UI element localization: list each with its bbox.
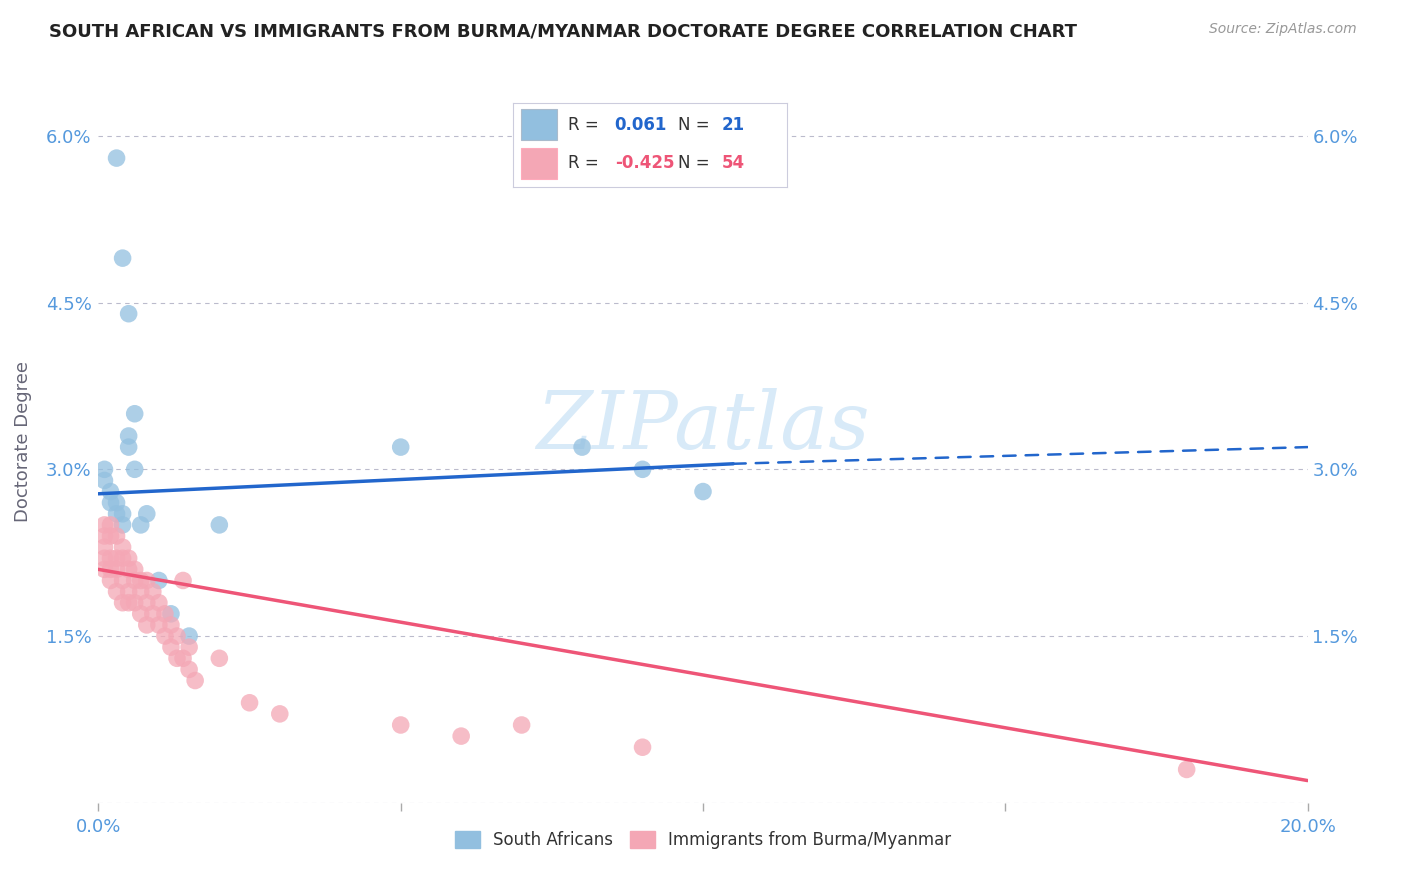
Text: N =: N = [678, 116, 709, 134]
Point [631, 740, 654, 755]
Point [239, 696, 262, 710]
Point [118, 429, 141, 443]
Point [111, 517, 134, 532]
Text: N =: N = [678, 154, 709, 172]
Point [124, 562, 146, 576]
Point [100, 562, 122, 576]
Point [1175, 763, 1198, 777]
Point [160, 607, 183, 621]
Point [153, 629, 176, 643]
Point [105, 584, 128, 599]
Point [135, 618, 157, 632]
Legend: South Africans, Immigrants from Burma/Myanmar: South Africans, Immigrants from Burma/My… [449, 824, 957, 856]
Text: ZIPatlas: ZIPatlas [536, 388, 870, 466]
Text: R =: R = [568, 154, 599, 172]
Point [111, 596, 134, 610]
Text: 54: 54 [721, 154, 745, 172]
Point [389, 718, 412, 732]
Point [153, 607, 176, 621]
Point [160, 640, 183, 655]
Point [269, 706, 291, 721]
Point [100, 574, 122, 588]
Point [124, 574, 146, 588]
Text: R =: R = [568, 116, 599, 134]
Point [124, 407, 146, 421]
Point [571, 440, 593, 454]
Point [208, 651, 231, 665]
Point [118, 584, 141, 599]
Point [105, 507, 128, 521]
Point [166, 629, 188, 643]
Point [160, 618, 183, 632]
Point [179, 662, 201, 676]
Point [111, 251, 134, 265]
Point [450, 729, 472, 743]
Point [93, 462, 115, 476]
Point [93, 540, 115, 554]
Point [105, 529, 128, 543]
Point [172, 651, 194, 665]
Point [166, 651, 188, 665]
Point [118, 596, 141, 610]
FancyBboxPatch shape [522, 110, 557, 140]
Point [118, 551, 141, 566]
Point [148, 596, 170, 610]
Point [129, 517, 152, 532]
Point [135, 574, 157, 588]
Point [208, 517, 231, 532]
Point [692, 484, 714, 499]
Point [129, 607, 152, 621]
Point [148, 618, 170, 632]
Point [118, 307, 141, 321]
Point [142, 607, 165, 621]
Text: -0.425: -0.425 [614, 154, 673, 172]
Point [93, 551, 115, 566]
Point [148, 574, 170, 588]
Text: Source: ZipAtlas.com: Source: ZipAtlas.com [1209, 22, 1357, 37]
Point [118, 440, 141, 454]
Point [111, 540, 134, 554]
Point [93, 529, 115, 543]
Point [100, 529, 122, 543]
Point [93, 517, 115, 532]
Point [105, 562, 128, 576]
Text: 0.061: 0.061 [614, 116, 666, 134]
Point [93, 562, 115, 576]
Point [129, 584, 152, 599]
Point [172, 574, 194, 588]
Point [179, 640, 201, 655]
Point [510, 718, 533, 732]
Point [105, 151, 128, 165]
Point [184, 673, 207, 688]
Point [105, 551, 128, 566]
Point [111, 507, 134, 521]
Point [100, 496, 122, 510]
Point [105, 496, 128, 510]
Point [129, 574, 152, 588]
Point [118, 562, 141, 576]
Point [100, 517, 122, 532]
Point [631, 462, 654, 476]
Point [124, 462, 146, 476]
Point [100, 484, 122, 499]
Point [124, 596, 146, 610]
Point [111, 551, 134, 566]
FancyBboxPatch shape [522, 148, 557, 178]
Point [111, 574, 134, 588]
Point [93, 474, 115, 488]
Point [135, 596, 157, 610]
Point [179, 629, 201, 643]
Point [100, 551, 122, 566]
Point [142, 584, 165, 599]
Point [389, 440, 412, 454]
Y-axis label: Doctorate Degree: Doctorate Degree [14, 361, 32, 522]
Point [135, 507, 157, 521]
Text: 21: 21 [721, 116, 745, 134]
Text: SOUTH AFRICAN VS IMMIGRANTS FROM BURMA/MYANMAR DOCTORATE DEGREE CORRELATION CHAR: SOUTH AFRICAN VS IMMIGRANTS FROM BURMA/M… [49, 22, 1077, 40]
